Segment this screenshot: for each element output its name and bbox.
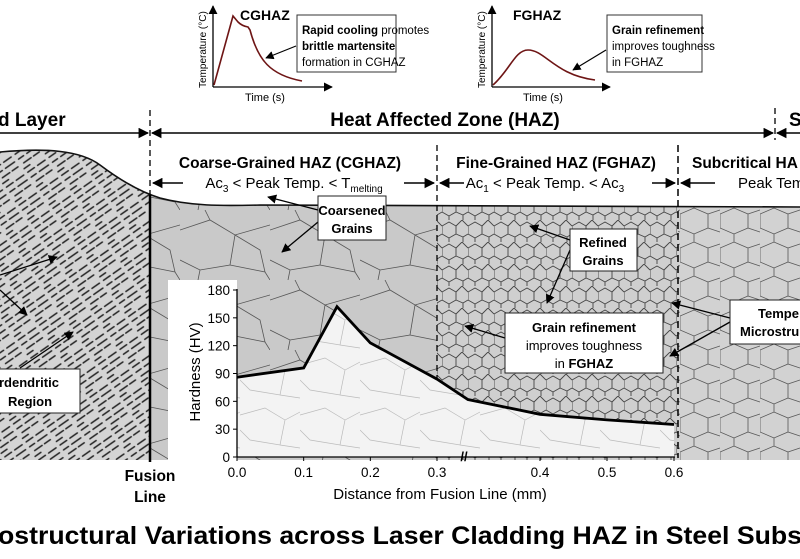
fghaz-title: Fine-Grained HAZ (FGHAZ) <box>456 155 656 172</box>
interdendritic-callout: rdendritic Region <box>0 255 81 414</box>
fghaz-x-label: Time (s) <box>523 92 563 104</box>
refined-grains-callout: Refined Grains <box>529 224 638 304</box>
y-tick-label: 150 <box>207 311 230 326</box>
cghaz-y-label: Temperature (°C) <box>198 11 209 88</box>
figure-title: ostructural Variations across Laser Clad… <box>0 522 800 550</box>
cghaz-title: Coarse-Grained HAZ (CGHAZ) <box>179 155 401 172</box>
svg-text:brittle martensite: brittle martensite <box>302 41 395 53</box>
subcritical-title: Subcritical HA <box>692 155 798 172</box>
axis-break-mark: // <box>460 449 468 464</box>
svg-text:formation in CGHAZ: formation in CGHAZ <box>302 57 406 69</box>
clad-layer-label: d Layer <box>0 110 66 131</box>
fusion-line-label: Fusion <box>125 468 176 485</box>
haz-label: Heat Affected Zone (HAZ) <box>330 110 559 131</box>
svg-text:Microstru: Microstru <box>740 324 799 339</box>
surface-profile <box>0 149 800 208</box>
svg-text:in FGHAZ: in FGHAZ <box>612 57 663 69</box>
y-axis-title: Hardness (HV) <box>187 322 204 421</box>
fusion-line-label-2: Line <box>134 489 166 506</box>
x-axis-title: Distance from Fusion Line (mm) <box>333 486 546 503</box>
x-tick-label: 0.0 <box>228 465 247 480</box>
svg-text:Grain refinement: Grain refinement <box>532 320 637 335</box>
y-tick-label: 120 <box>207 339 230 354</box>
svg-text:rdendritic: rdendritic <box>0 375 59 390</box>
subcritical-range: Peak Temp <box>738 175 800 192</box>
cghaz-x-label: Time (s) <box>245 92 285 104</box>
y-tick-label: 90 <box>215 367 230 382</box>
cghaz-inset-title: CGHAZ <box>240 7 290 23</box>
fghaz-thermal-cycle: Temperature (°C) Time (s) FGHAZ Grain re… <box>477 5 715 104</box>
svg-text:Region: Region <box>8 394 52 409</box>
x-tick-label: 0.2 <box>361 465 380 480</box>
substrate-label: S <box>789 110 800 131</box>
svg-text:Tempe: Tempe <box>758 306 799 321</box>
fghaz-temperature-curve <box>492 49 596 86</box>
hardness-plot: 0 30 60 90 120 150 180 0.0 0.1 0.2 0.3 0.4 0.5 0.6 /… <box>168 280 683 503</box>
svg-text:Grain refinement: Grain refinement <box>612 25 704 37</box>
plot-label-panel <box>168 280 237 462</box>
svg-text:Rapid cooling promotes: Rapid cooling promotes <box>302 25 429 37</box>
cghaz-range: Ac3 < Peak Temp. < Tmelting <box>205 175 382 195</box>
coarsened-grains-callout: Coarsened Grains <box>267 194 387 253</box>
svg-text:Grains: Grains <box>331 221 372 236</box>
fghaz-y-label: Temperature (°C) <box>477 11 488 88</box>
tempered-microstructure-callout: Tempe Microstru <box>669 299 800 357</box>
grain-refinement-callout: Grain refinement improves toughness in F… <box>464 312 664 374</box>
x-tick-label: 0.5 <box>598 465 617 480</box>
x-tick-label: 0.3 <box>428 465 447 480</box>
y-tick-label: 60 <box>215 394 230 409</box>
svg-text:in FGHAZ: in FGHAZ <box>555 356 614 371</box>
svg-text:Refined: Refined <box>579 235 627 250</box>
x-tick-label: 0.1 <box>294 465 313 480</box>
cghaz-thermal-cycle: Temperature (°C) Time (s) CGHAZ Rapid co… <box>198 5 429 104</box>
svg-text:improves toughness: improves toughness <box>526 338 643 353</box>
x-tick-label: 0.4 <box>531 465 550 480</box>
svg-text:Coarsened: Coarsened <box>318 203 385 218</box>
svg-text:improves toughness: improves toughness <box>612 41 715 53</box>
y-tick-label: 0 <box>222 450 230 465</box>
fghaz-inset-title: FGHAZ <box>513 7 562 23</box>
cghaz-temperature-curve <box>213 14 303 86</box>
y-tick-label: 180 <box>207 283 230 298</box>
y-tick-label: 30 <box>215 422 230 437</box>
plot-under-curve-fill <box>237 306 674 457</box>
fghaz-range: Ac1 < Peak Temp. < Ac3 <box>466 175 625 195</box>
svg-text:Grains: Grains <box>582 253 623 268</box>
x-tick-label: 0.6 <box>665 465 684 480</box>
